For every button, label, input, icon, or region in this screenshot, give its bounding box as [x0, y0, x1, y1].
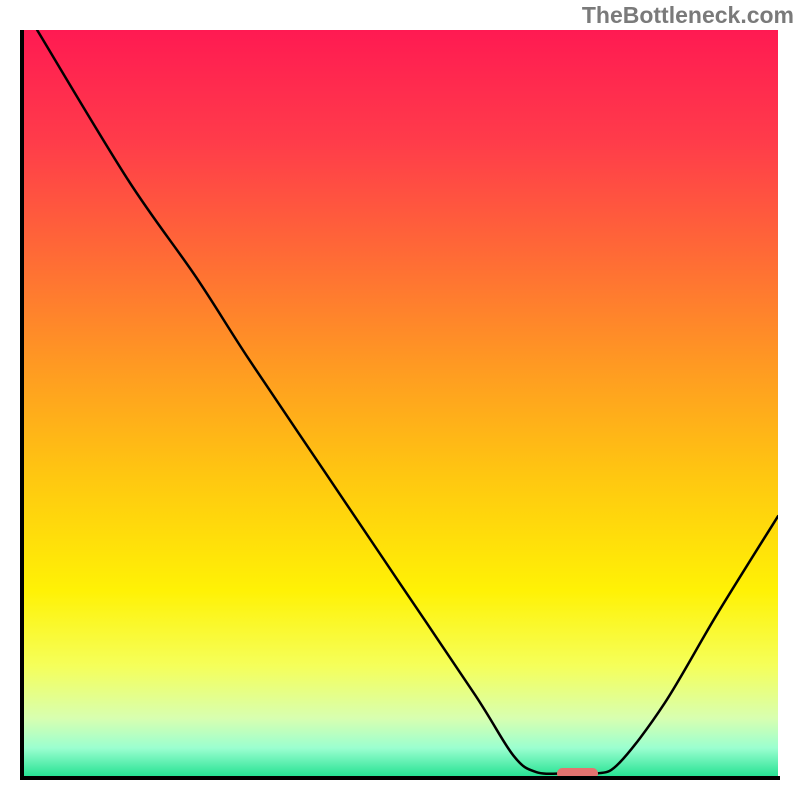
x-axis: [20, 776, 780, 780]
watermark-text: TheBottleneck.com: [582, 2, 794, 29]
y-axis: [20, 30, 24, 778]
chart-plot-area: [22, 30, 778, 778]
bottleneck-curve: [22, 30, 778, 778]
